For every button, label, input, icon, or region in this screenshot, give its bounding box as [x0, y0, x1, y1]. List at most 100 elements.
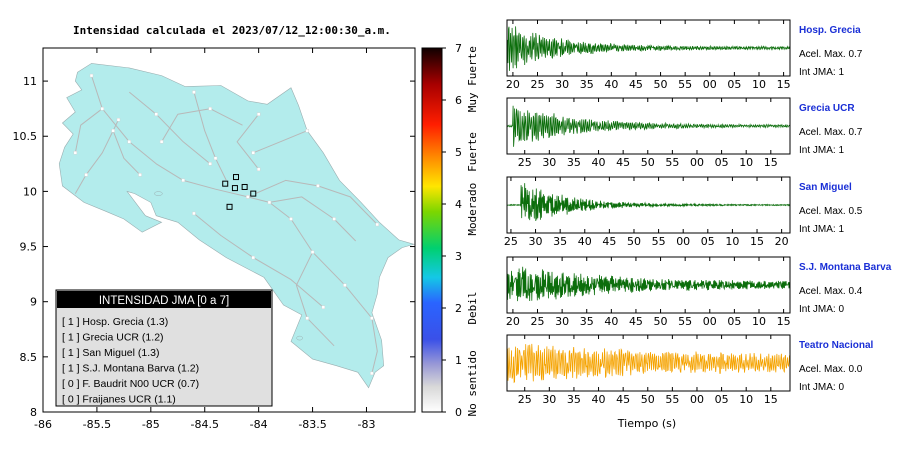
station-max-accel: Acel. Max. 0.5	[799, 206, 863, 217]
colorbar-tick-label: 3	[455, 250, 462, 263]
waveform-tick-label: 10	[739, 156, 753, 169]
station-name: S.J. Montana Barva	[799, 262, 892, 273]
town-dot	[159, 140, 164, 144]
waveform-tick-label: 00	[690, 156, 704, 169]
town-dot	[116, 117, 121, 122]
station-jma-intensity: Int JMA: 1	[799, 67, 844, 78]
town-dot	[289, 217, 293, 221]
gulf-island	[154, 191, 163, 196]
colorbar-tick-label: 5	[455, 146, 462, 159]
waveform-frame	[506, 97, 791, 155]
legend-entry: [ 1 ] Grecia UCR (1.2)	[62, 332, 164, 344]
waveform-tick-label: 30	[542, 393, 556, 406]
colorbar-category-label: Debil	[466, 291, 479, 324]
road-line	[128, 91, 211, 165]
waveform-tick-label: 45	[602, 235, 616, 248]
waveform-tick-label: 15	[764, 156, 778, 169]
road-line	[74, 108, 103, 153]
town-dot	[251, 151, 255, 155]
town-dot	[310, 250, 315, 254]
colorbar-tick-label: 2	[455, 302, 462, 315]
town-dot	[267, 200, 272, 205]
legend-entry: [ 1 ] San Miguel (1.3)	[62, 347, 159, 359]
waveform-tick-label: 25	[531, 315, 545, 328]
waveform-panel: 25 30 35 40 45 50 55 00 05 10 15 20 San Miguel Acel. …	[504, 176, 863, 248]
map-x-axis: -86 -85.5 -85 -84.5 -84 -83.5 -83	[34, 48, 375, 431]
waveform-tick-label: 50	[627, 235, 641, 248]
station-max-accel: Acel. Max. 0.4	[799, 286, 863, 297]
town-dot	[127, 140, 131, 144]
station-marker	[226, 203, 233, 210]
waveform-frame	[506, 256, 791, 314]
waveform-tick-label: 35	[553, 235, 567, 248]
waveform-tick-label: 40	[578, 235, 592, 248]
time-axis-label: Tiempo (s)	[617, 417, 676, 430]
town-dot	[305, 129, 309, 133]
station-marker	[233, 174, 240, 181]
colorbar-category-label: Fuerte	[466, 132, 479, 172]
waveform-tick-label: 25	[531, 78, 545, 91]
x-tick-label: -85	[142, 418, 160, 431]
road-line	[91, 75, 373, 319]
waveform-tick-label: 05	[715, 393, 729, 406]
town-dot	[208, 106, 212, 111]
map-y-axis: 11 10.5 10 9.5 9 8.5 8	[13, 75, 415, 419]
waveform-frame	[506, 176, 791, 234]
station-marker	[241, 183, 248, 190]
road-line	[269, 196, 357, 242]
station-name: Hosp. Grecia	[799, 25, 861, 36]
waveform-tick-label: 30	[529, 235, 543, 248]
costa-rica-land	[58, 63, 415, 389]
waveform-tick-label: 55	[665, 393, 679, 406]
waveform-tick-label: 35	[567, 156, 581, 169]
town-dot	[89, 73, 94, 78]
waveform-tick-label: 10	[752, 78, 766, 91]
town-dot	[138, 173, 142, 177]
waveform-frame	[506, 334, 791, 392]
town-dot	[321, 305, 326, 309]
y-tick-label: 9.5	[20, 241, 38, 254]
road-line	[112, 130, 141, 176]
legend-entry: [ 1 ] S.J. Montana Barva (1.2)	[62, 363, 199, 375]
waveform-tick-label: 05	[727, 78, 741, 91]
waveform-tick-label: 30	[555, 315, 569, 328]
colorbar-category-label: Muy Fuerte	[466, 46, 479, 112]
road-line	[253, 130, 308, 154]
legend-title: INTENSIDAD JMA [0 a 7]	[99, 295, 229, 307]
waveform-tick-label: 50	[641, 393, 655, 406]
waveform-tick-label: 20	[775, 235, 789, 248]
waveform-trace	[506, 105, 791, 147]
road-line	[236, 113, 260, 170]
town-dot	[111, 129, 115, 133]
y-tick-label: 8	[30, 406, 37, 419]
town-dot	[213, 156, 218, 161]
town-dot	[208, 162, 212, 166]
road-line	[74, 119, 119, 194]
waveform-tick-label: 15	[750, 235, 764, 248]
waveform-tick-label: 05	[727, 315, 741, 328]
town-dot	[100, 106, 105, 111]
station-max-accel: Acel. Max. 0.7	[799, 127, 863, 138]
town-dot	[370, 371, 374, 376]
map-title: Intensidad calculada el 2023/07/12_12:00…	[73, 24, 391, 37]
station-jma-intensity: Int JMA: 0	[799, 304, 844, 315]
station-marker	[231, 185, 238, 192]
waveform-background	[507, 335, 790, 391]
colorbar-tick-label: 6	[455, 94, 462, 107]
waveform-tick-label: 45	[629, 315, 643, 328]
town-dot	[181, 178, 185, 183]
y-tick-label: 8.5	[20, 351, 38, 364]
map-frame	[42, 47, 416, 413]
waveform-tick-label: 40	[604, 315, 618, 328]
road-line	[193, 91, 227, 181]
town-dot	[305, 316, 309, 320]
waveform-tick-label: 55	[665, 156, 679, 169]
waveform-tick-label: 00	[703, 315, 717, 328]
waveform-tick-label: 55	[678, 315, 692, 328]
waveform-panel: 25 30 35 40 45 50 55 00 05 10 15 Teatro Nacional Ace…	[506, 334, 873, 406]
colorbar-tick-label: 4	[455, 198, 462, 211]
waveform-tick-label: 05	[715, 156, 729, 169]
town-dot	[370, 316, 374, 320]
waveform-tick-label: 45	[629, 78, 643, 91]
land-polygon	[58, 63, 415, 389]
